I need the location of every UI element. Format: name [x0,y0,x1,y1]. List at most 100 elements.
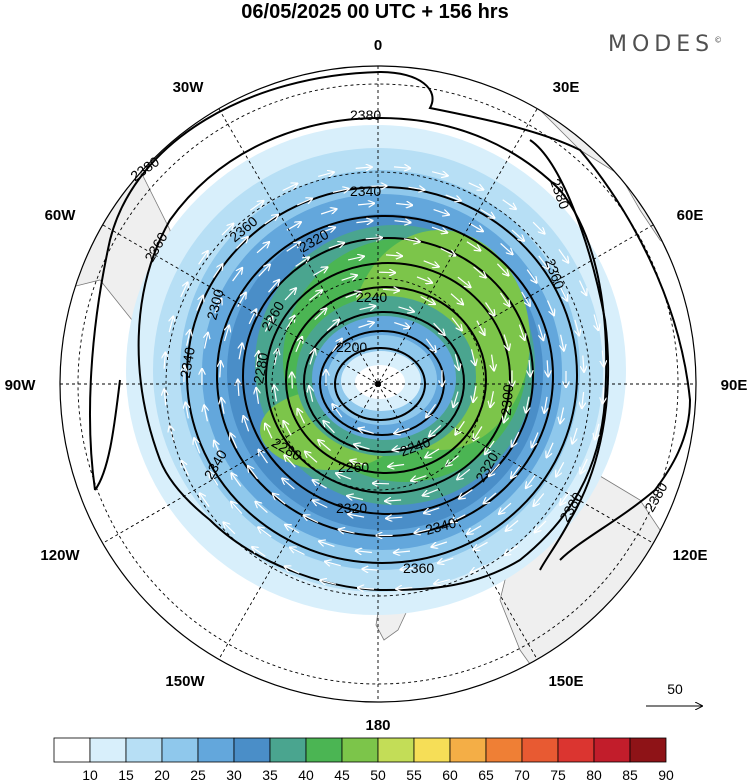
wind-arrow [256,242,269,254]
wind-arrow [503,334,509,350]
wind-arrow [378,272,395,273]
wind-arrow [424,507,440,513]
wind-arrow [538,324,544,340]
wind-arrow [373,483,390,484]
wind-arrow [433,209,449,215]
wind-arrow [455,354,459,370]
wind-arrow [221,398,224,414]
wind-arrow [313,501,328,509]
wind-arrow [314,309,327,321]
wind-arrow [204,406,207,422]
wind-arrow [472,349,476,365]
wind-arrow [450,293,463,305]
colorbar-tick-label: 70 [514,767,530,782]
wind-arrow [559,286,567,300]
wind-arrow [529,360,530,376]
wind-arrow [286,242,300,252]
polar-wind-map: 2380 2380 2380 2380 2380 2360 2360 2360 … [5,37,748,734]
wind-arrow [386,517,403,518]
wind-arrow [547,360,548,376]
wind-arrow [230,434,238,449]
wind-arrow [490,391,493,407]
colorbar-tick-label: 40 [298,767,314,782]
wind-arrow [326,320,339,332]
wind-arrow [359,306,376,310]
wind-arrow [526,269,536,283]
brand-logo: MODES© [608,32,722,57]
colorbar-tick-label: 50 [370,767,386,782]
wind-arrow [358,323,374,329]
wind-arrow [285,525,300,534]
wind-arrow [518,324,524,340]
wind-arrow [282,184,298,192]
chart-title: 06/05/2025 00 UTC + 156 hrs [241,1,509,23]
wind-arrow [320,580,337,584]
colorbar-swatch [593,737,631,763]
wind-arrow [231,502,243,515]
wind-arrow [538,255,549,269]
contour-label: 2320 [336,500,367,516]
colorbar-swatch [485,737,523,763]
wind-arrow [214,441,222,456]
wind-arrow [356,221,372,223]
map-disc [60,66,696,702]
wind-arrow [382,289,399,290]
wind-arrow [445,194,461,201]
wind-arrow [290,548,305,556]
wind-arrow [394,221,411,223]
wind-arrow [284,421,292,436]
wind-arrow [526,474,536,488]
wind-arrow [426,403,437,417]
wind-arrow [451,514,466,522]
wind-arrow [339,530,355,534]
wind-arrow [544,396,547,413]
lon-label-60e: 60E [677,207,704,224]
wind-arrow [256,388,258,404]
wind-arrow [324,421,335,434]
wind-arrow [547,442,554,458]
wind-arrow [252,547,266,557]
wind-arrow [512,431,520,446]
wind-arrow [416,276,432,283]
wind-arrow [467,525,482,534]
wind-arrow [425,448,440,457]
wind-arrow [468,222,483,231]
wind-arrow [411,475,427,481]
wind-arrow [560,407,563,424]
colorbar-tick-label: 60 [442,767,458,782]
wind-arrow [169,317,173,333]
colorbar-swatch [377,737,415,763]
wind-arrow [205,333,208,349]
wind-arrow [511,229,524,241]
wind-arrow [221,224,233,236]
wind-arrow [336,473,352,480]
wind-arrow [489,463,500,476]
wind-arrow [594,314,598,331]
wind-arrow [521,291,530,306]
wind-arrow [274,386,276,402]
wind-arrow [286,222,301,231]
wind-arrow [432,541,448,547]
lon-label-180: 180 [365,717,390,734]
lon-label-60w: 60W [45,207,77,224]
wind-arrow [476,320,485,335]
contour-label: 2280 [250,351,271,385]
contour-label: 2240 [356,289,387,305]
colorbar-tick-label: 20 [154,767,170,782]
wind-arrow [164,353,165,369]
wind-arrow [237,293,246,307]
wind-arrow [232,473,242,487]
wind-arrow [224,523,236,535]
colorbar-swatch [521,737,559,763]
wind-arrow [431,226,447,232]
wind-arrow [248,310,256,325]
wind-arrow [264,317,272,332]
wind-arrow [431,172,448,176]
wind-arrow [558,249,568,262]
wind-arrow [560,491,570,505]
wind-arrow [583,355,584,372]
wind-arrow [328,243,344,249]
lon-label-150e: 150E [548,673,583,690]
wind-arrow [394,551,411,553]
wind-arrow [455,420,465,434]
